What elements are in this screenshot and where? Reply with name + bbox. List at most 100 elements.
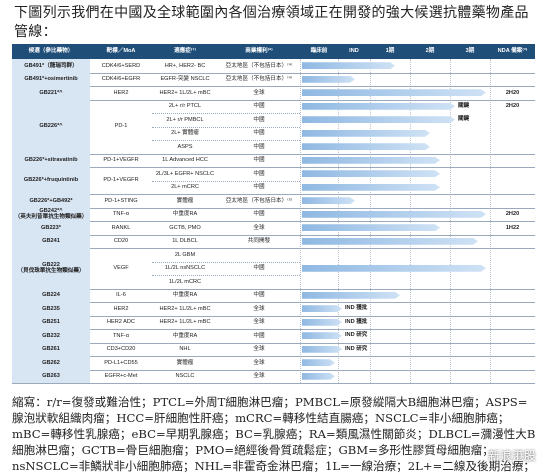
- indication: 1L Advanced HCC: [162, 157, 208, 164]
- candidate: GB224: [42, 292, 60, 299]
- status-label: IND 研究: [345, 332, 368, 339]
- row-line: [12, 315, 535, 317]
- candidate: GB262: [42, 359, 60, 366]
- indication: HER2+ 1L/2L+ mBC: [159, 305, 211, 312]
- rights: 全球: [253, 359, 265, 366]
- progress-bar: [302, 157, 440, 164]
- target: RANKL: [111, 224, 131, 231]
- progress-bar: [302, 332, 342, 339]
- target: CDK4/6+EGFR: [101, 76, 141, 83]
- indication: 中重度RA: [172, 292, 198, 299]
- row-line: [12, 86, 535, 87]
- status-label: IND 獲批: [345, 318, 368, 325]
- candidate-cell: GB235: [12, 302, 90, 316]
- candidate: GB263: [42, 373, 60, 380]
- rights: 中國: [253, 116, 265, 123]
- row-line: [12, 302, 535, 303]
- rights: 全球: [253, 373, 265, 380]
- rights: 中國: [253, 211, 265, 218]
- header-cell: 商業權利⁽²⁾: [218, 44, 300, 59]
- candidate: GB232: [42, 332, 60, 339]
- header-cell: 候選（參比藥物）: [12, 44, 90, 59]
- progress-bar: [302, 89, 486, 96]
- row-line: [12, 99, 535, 101]
- rights: 全球: [253, 224, 265, 231]
- rights: 亞太地區（不包括日本）⁽⁴⁾: [225, 62, 293, 69]
- rights: 中國: [253, 184, 265, 191]
- indication: 實體瘤: [176, 359, 194, 366]
- indication: HER2+ 1L/2L+ mBC: [159, 319, 211, 326]
- progress-bar: [302, 143, 430, 150]
- target: CDK4/6+SERD: [101, 62, 141, 69]
- candidate: GB261: [42, 346, 60, 353]
- progress-bar: [302, 76, 355, 83]
- footnote: 縮寫：r/r=復發或難治性；PTCL=外周T細胞淋巴瘤；PMBCL=原發縱隔大B…: [12, 395, 536, 473]
- candidate-cell: GB242*^ （英夫利昔單抗生物類似藥）: [12, 207, 90, 221]
- rights: 全球: [253, 305, 265, 312]
- target: HER2: [113, 89, 129, 96]
- row-line: [12, 207, 535, 209]
- header-cell: 適應症⁽¹⁾: [152, 44, 218, 59]
- indication: 2L/3L+ EGFR+ NSCLC: [155, 170, 215, 177]
- target: PD-1+VEGFR: [103, 157, 139, 164]
- header-cell: 臨床前: [300, 44, 338, 59]
- rights: 共同開發: [247, 238, 271, 245]
- candidate-cell: GB226*^: [12, 99, 90, 154]
- target: TNF-α: [113, 211, 129, 218]
- rights: 中國: [253, 332, 265, 339]
- sub-row-line: [152, 113, 300, 114]
- candidate-cell: GB251: [12, 315, 90, 329]
- indication: GCTB, PMO: [169, 224, 201, 231]
- sub-row-line: [152, 140, 300, 141]
- row-line: [12, 329, 535, 330]
- row-line: [12, 383, 535, 384]
- nda-date: 2H20: [505, 103, 520, 110]
- target: PD-1+STING: [104, 197, 138, 204]
- candidate: GB491*（龍瑞司群）: [24, 62, 78, 69]
- indication: 1L DLBCL: [172, 238, 198, 245]
- header-cell: NDA 備案⁽³⁾: [490, 44, 535, 59]
- progress-bar: [302, 130, 430, 137]
- candidate-cell: GB263: [12, 369, 90, 383]
- row-line: [12, 342, 535, 344]
- rights: 全球: [253, 319, 265, 326]
- progress-bar: [302, 116, 455, 123]
- candidate-subtitle: （英夫利昔單抗生物類似藥）: [14, 214, 88, 221]
- indication: 中重度RA: [172, 211, 198, 218]
- target: IL-6: [116, 292, 126, 299]
- sub-row-line: [152, 261, 300, 263]
- indication: 2L+ r/r PTCL: [168, 103, 202, 110]
- row-line: [12, 369, 535, 371]
- row-line: [12, 221, 535, 222]
- candidate-cell: GB223*: [12, 221, 90, 235]
- indication: NSCLC: [175, 373, 195, 380]
- indication: ASPS: [177, 143, 193, 150]
- sub-row-line: [152, 180, 300, 182]
- rights: 中國: [253, 170, 265, 177]
- indication: EGFR-突變 NSCLC: [160, 76, 210, 83]
- row-line: [12, 356, 535, 357]
- nda-date: 1H22: [505, 224, 520, 231]
- header-cell: IND: [338, 44, 370, 59]
- nda-date: 2H20: [505, 89, 520, 96]
- progress-bar: [302, 319, 342, 326]
- candidate: GB491*+osimertinib: [24, 76, 78, 83]
- target: TNF-α: [113, 332, 129, 339]
- progress-bar: [302, 292, 400, 299]
- candidate-cell: GB222 （貝伐珠單抗生物類似藥）: [12, 248, 90, 289]
- progress-bar: [302, 265, 486, 272]
- sub-row-line: [152, 275, 300, 276]
- candidate-cell: GB491*（龍瑞司群）: [12, 59, 90, 73]
- candidate-cell: GB232: [12, 329, 90, 343]
- rights: 中國: [253, 103, 265, 110]
- rights: 中國: [253, 157, 265, 164]
- progress-bar: [302, 62, 395, 69]
- candidate: GB222: [42, 261, 60, 268]
- indication: NHL: [179, 346, 191, 353]
- progress-bar: [302, 305, 342, 312]
- row-line: [12, 234, 535, 236]
- rights: 中國: [253, 265, 265, 272]
- progress-bar: [302, 359, 335, 366]
- candidate-cell: GB226*+GB492*: [12, 194, 90, 208]
- target: HER2 ADC: [107, 319, 135, 326]
